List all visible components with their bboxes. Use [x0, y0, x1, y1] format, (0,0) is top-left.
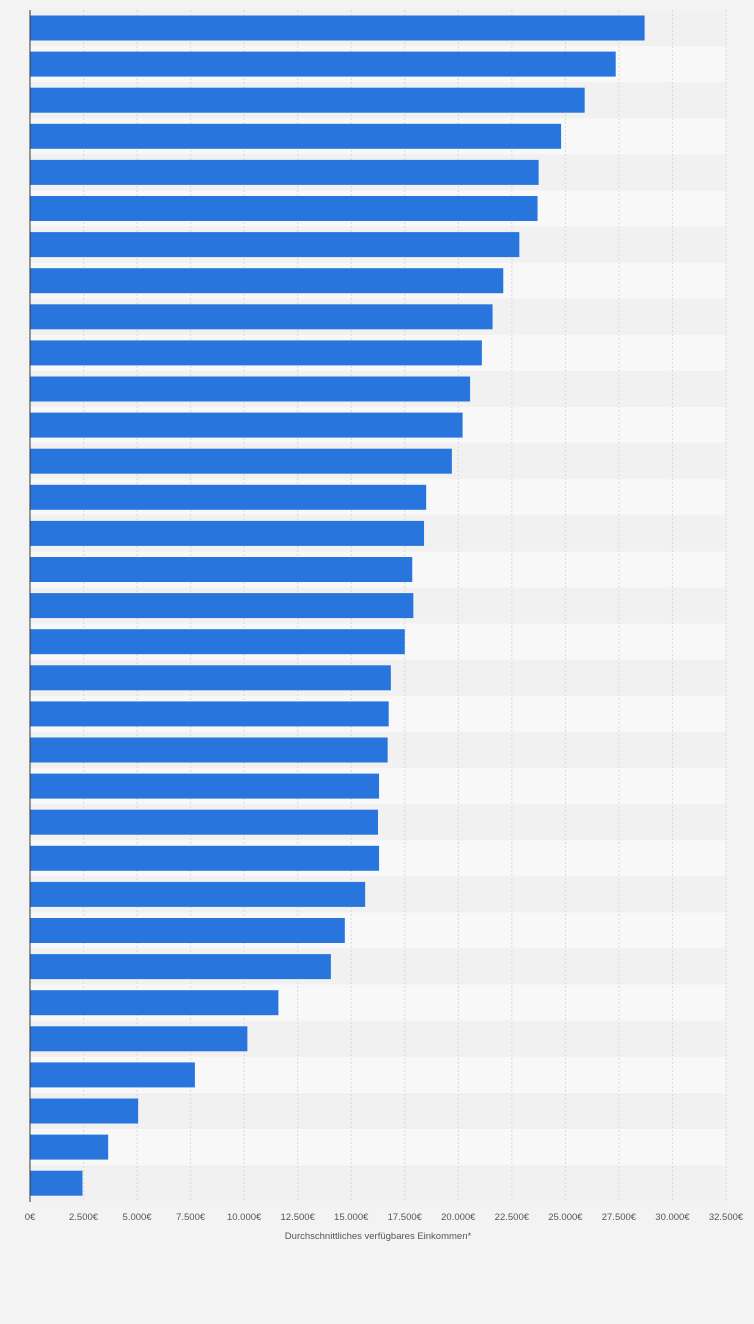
- bar: [30, 557, 413, 582]
- bar: [30, 232, 520, 258]
- bar: [30, 520, 425, 546]
- x-tick-label: 17.500€: [388, 1212, 423, 1223]
- bars: [30, 15, 645, 1196]
- x-tick-label: 15.000€: [334, 1212, 369, 1223]
- bar: [30, 845, 380, 871]
- x-tick-label: 32.500€: [709, 1212, 744, 1223]
- bar: [30, 701, 389, 727]
- x-tick-label: 12.500€: [281, 1212, 316, 1223]
- bar: [30, 918, 345, 943]
- x-tick-label: 10.000€: [227, 1212, 262, 1223]
- x-axis-label: Durchschnittliches verfügbares Einkommen…: [285, 1231, 472, 1242]
- bar: [30, 629, 405, 655]
- x-tick-label: 0€: [25, 1212, 36, 1223]
- bar: [30, 954, 331, 980]
- row-band: [30, 1129, 726, 1166]
- x-tick-label: 30.000€: [655, 1212, 690, 1223]
- x-tick-label: 5.000€: [123, 1212, 153, 1223]
- bar: [30, 123, 562, 149]
- bar: [30, 809, 378, 835]
- x-tick-label: 2.500€: [69, 1212, 99, 1223]
- bar: [30, 737, 388, 763]
- bar: [30, 665, 391, 691]
- row-band: [30, 1093, 726, 1130]
- bar: [30, 159, 539, 185]
- x-tick-label: 25.000€: [548, 1212, 583, 1223]
- x-tick-label: 20.000€: [441, 1212, 476, 1223]
- bar: [30, 990, 279, 1016]
- bar: [30, 15, 645, 41]
- x-tick-label: 27.500€: [602, 1212, 637, 1223]
- bar: [30, 1134, 109, 1160]
- bar: [30, 196, 538, 221]
- bar: [30, 593, 414, 619]
- bar: [30, 1170, 83, 1196]
- bar: [30, 412, 463, 438]
- bar: [30, 376, 471, 402]
- x-tick-labels: 0€ 2.500€ 5.000€ 7.500€ 10.000€ 12.500€ 15.000…: [25, 1212, 744, 1223]
- bar: [30, 773, 380, 799]
- bar: [30, 340, 482, 366]
- bar: [30, 1026, 248, 1052]
- x-tick-label: 22.500€: [495, 1212, 530, 1223]
- bar: [30, 51, 616, 77]
- x-tick-label: 7.500€: [176, 1212, 206, 1223]
- bar: [30, 87, 585, 113]
- bar: [30, 1062, 195, 1088]
- bar: [30, 484, 427, 510]
- bar: [30, 268, 504, 294]
- bar: [30, 304, 493, 330]
- bar: [30, 1098, 139, 1124]
- bar: [30, 881, 366, 907]
- bar: [30, 448, 452, 474]
- row-band: [30, 1165, 726, 1202]
